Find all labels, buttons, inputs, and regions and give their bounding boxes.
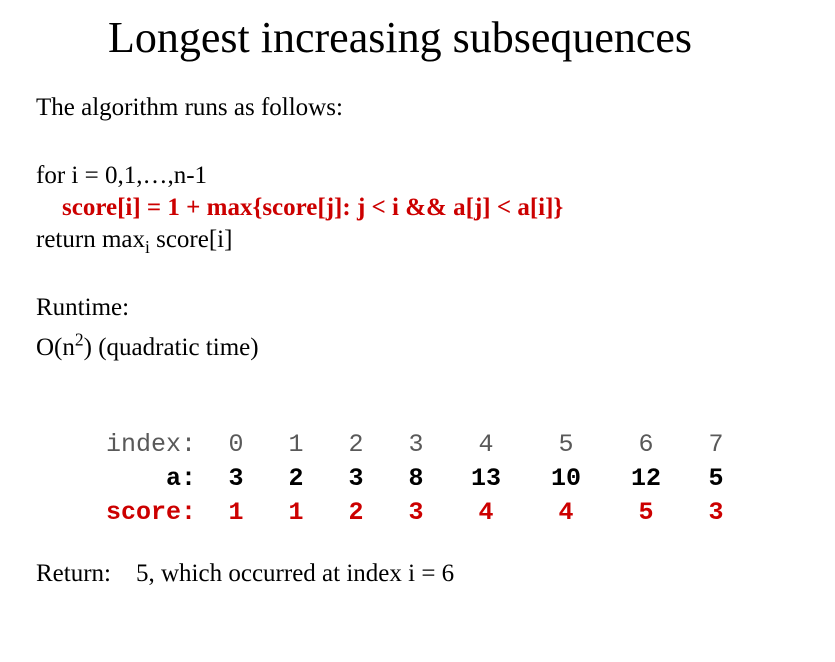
row-a-cell: 12 [606,462,686,496]
algo-line-1: for i = 0,1,…,n-1 [36,162,207,191]
row-index-cell: 7 [686,428,746,462]
row-score-cell: 3 [686,496,746,530]
row-score-cell: 1 [266,496,326,530]
row-score-cell: 2 [326,496,386,530]
runtime-post: ) (quadratic time) [84,334,259,361]
row-a-label: a: [66,462,206,496]
row-score-cell: 1 [206,496,266,530]
row-a-cell: 5 [686,462,746,496]
row-index-cell: 6 [606,428,686,462]
row-index-cell: 2 [326,428,386,462]
slide-title: Longest increasing subsequences [108,12,692,63]
row-a-cell: 13 [446,462,526,496]
row-index-cell: 1 [266,428,326,462]
runtime-pre: O(n [36,334,75,361]
row-index-cell: 4 [446,428,526,462]
return-label: Return: [36,560,111,587]
runtime-value: O(n2) (quadratic time) [36,334,259,363]
data-table: index:01234567 a:32381310125 score:11234… [66,428,746,529]
return-value: 5, which occurred at index i = 6 [136,560,454,587]
row-score-label: score: [66,496,206,530]
row-a-cell: 3 [206,462,266,496]
table-row-a: a:32381310125 [66,462,746,496]
row-a-cell: 8 [386,462,446,496]
row-a-cell: 2 [266,462,326,496]
row-index-cell: 0 [206,428,266,462]
runtime-sup: 2 [75,330,84,350]
table-row-score: score:11234453 [66,496,746,530]
row-score-cell: 3 [386,496,446,530]
row-a-cell: 10 [526,462,606,496]
algo-line-2: score[i] = 1 + max{score[j]: j < i && a[… [62,194,563,223]
row-index-cell: 3 [386,428,446,462]
row-index-cell: 5 [526,428,606,462]
row-score-cell: 4 [446,496,526,530]
return-line: Return: 5, which occurred at index i = 6 [36,560,454,588]
runtime-label: Runtime: [36,294,129,323]
intro-text: The algorithm runs as follows: [36,94,343,123]
algo-line-3: return maxi score[i] [36,226,232,255]
table-row-index: index:01234567 [66,428,746,462]
row-score-cell: 4 [526,496,606,530]
row-a-cell: 3 [326,462,386,496]
row-score-cell: 5 [606,496,686,530]
algo-line-3-pre: return max [36,226,145,253]
row-index-label: index: [66,428,206,462]
algo-line-3-post: score[i] [150,226,233,253]
